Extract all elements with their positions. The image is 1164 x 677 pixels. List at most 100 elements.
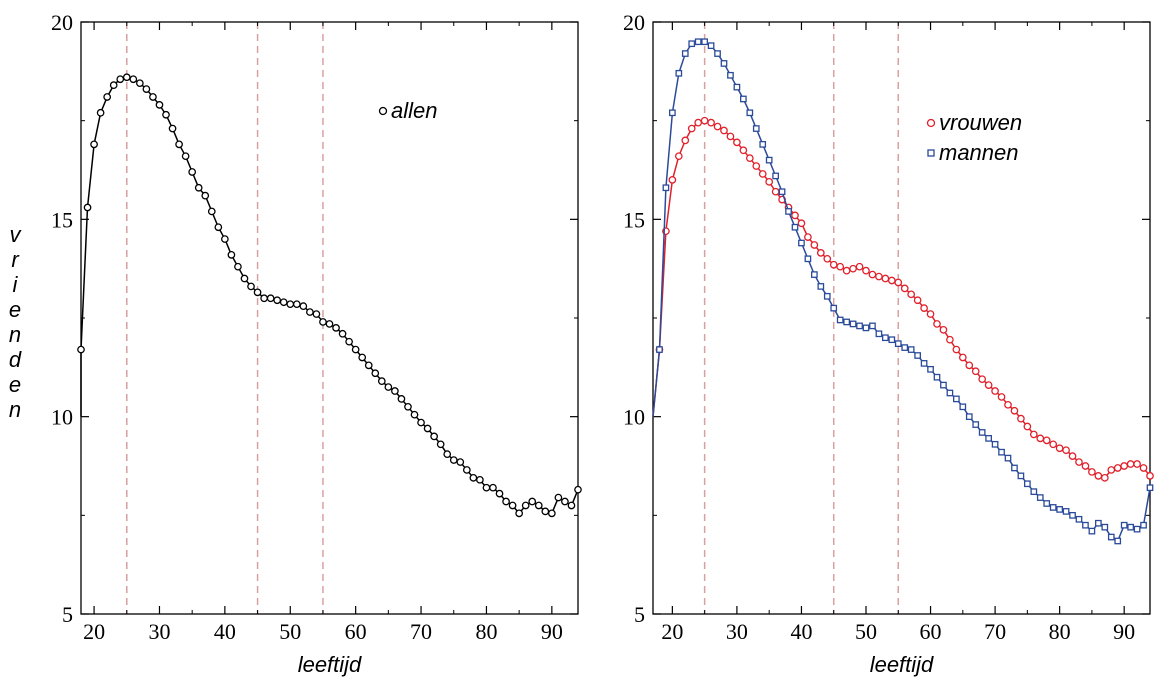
data-point (96, 108, 105, 117)
data-point (83, 203, 92, 212)
data-point (887, 276, 896, 285)
x-tick-label: 50 (279, 619, 301, 644)
data-point (1139, 464, 1148, 472)
series-allen: allen (77, 73, 582, 518)
data-point (1120, 462, 1129, 470)
data-point (227, 251, 236, 259)
data-point (907, 290, 916, 299)
data-point (168, 124, 177, 133)
data-point (810, 241, 819, 249)
data-point (1075, 458, 1083, 466)
data-point (926, 310, 935, 318)
data-point (971, 367, 980, 376)
data-point (1023, 422, 1032, 431)
data-point (894, 340, 902, 348)
data-point (384, 383, 393, 391)
y-tick-label: 15 (51, 207, 73, 232)
data-point (221, 235, 229, 243)
data-point (436, 440, 445, 449)
data-point (953, 395, 960, 403)
data-point (1049, 504, 1057, 511)
y-tick-label: 15 (623, 207, 645, 232)
data-point (175, 140, 183, 149)
data-point (869, 322, 876, 330)
x-axis-label: leeftijd (298, 652, 362, 677)
data-point (914, 352, 921, 359)
plot-frame (652, 21, 1151, 615)
y-axis-label-letter: e (8, 372, 22, 397)
x-tick-label: 20 (83, 619, 105, 644)
y-tick-label: 20 (623, 10, 645, 35)
data-point (830, 304, 838, 312)
data-point (849, 320, 857, 328)
data-point (997, 393, 1006, 401)
data-point (1004, 400, 1012, 409)
data-point (1088, 468, 1096, 476)
data-point (122, 73, 131, 82)
data-point (417, 418, 425, 427)
data-point (1068, 452, 1077, 460)
data-point (1120, 521, 1128, 529)
data-point (952, 345, 961, 354)
data-point (1126, 460, 1135, 468)
y-axis-label-letter: d (8, 347, 22, 372)
y-tick-label: 10 (51, 405, 73, 430)
data-point (791, 223, 799, 231)
data-point (849, 264, 857, 273)
data-point (669, 109, 676, 117)
data-point (515, 509, 523, 518)
data-point (430, 432, 438, 441)
data-point (940, 381, 947, 389)
data-point (888, 336, 896, 344)
data-point (785, 208, 792, 215)
data-point (933, 373, 941, 381)
data-point (868, 270, 877, 279)
data-point (1042, 436, 1051, 445)
data-point (707, 118, 715, 127)
data-point (338, 329, 347, 338)
data-point (662, 184, 670, 192)
data-point (798, 239, 805, 247)
x-tick-label: 90 (541, 619, 563, 644)
legend-label: allen (391, 98, 437, 123)
data-point (816, 249, 825, 257)
data-point (502, 497, 510, 506)
data-point (984, 381, 993, 389)
series-line (80, 76, 579, 515)
data-point (894, 278, 903, 287)
series-line (652, 119, 1151, 479)
data-point (1029, 430, 1038, 439)
x-tick-label: 80 (475, 619, 497, 644)
data-point (90, 140, 98, 149)
x-tick-label: 70 (410, 619, 432, 644)
data-point (358, 353, 367, 362)
data-point (155, 101, 164, 109)
data-point (260, 294, 268, 303)
data-point (752, 125, 760, 132)
data-point (687, 124, 696, 133)
data-point (397, 395, 406, 403)
data-point (804, 233, 812, 241)
data-point (1055, 444, 1064, 453)
data-point (1017, 472, 1025, 480)
legend-marker (926, 118, 936, 128)
data-point (103, 93, 112, 101)
data-point (1146, 472, 1154, 480)
data-point (739, 146, 748, 155)
data-point (1133, 460, 1141, 468)
data-point (656, 346, 663, 353)
data-point (567, 501, 576, 510)
data-point (927, 365, 934, 373)
data-point (694, 38, 702, 46)
x-tick-label: 50 (855, 619, 877, 644)
data-point (1146, 484, 1154, 492)
data-point (456, 458, 465, 466)
data-point (449, 456, 458, 464)
y-axis-label-letter: r (11, 247, 19, 272)
legend-marker (378, 106, 388, 116)
data-point (978, 375, 987, 384)
data-point (720, 60, 728, 67)
data-point (194, 183, 203, 192)
data-point (1113, 464, 1122, 472)
data-point (920, 360, 928, 367)
